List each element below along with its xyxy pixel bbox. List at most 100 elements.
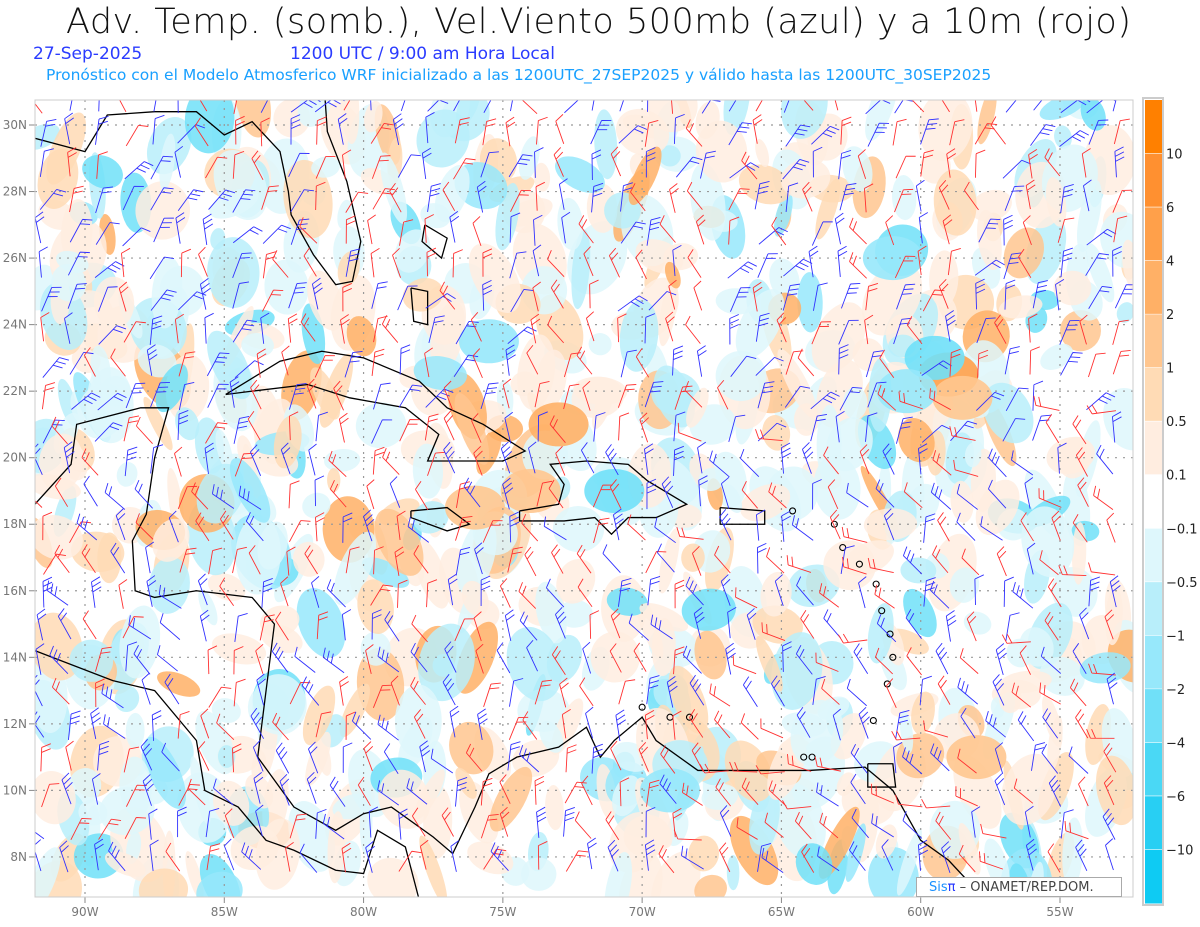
wind-barb-500mb bbox=[345, 248, 361, 277]
wind-barb-500mb bbox=[591, 100, 595, 111]
wind-barb-10m bbox=[819, 812, 839, 839]
advection-blob bbox=[360, 631, 391, 666]
advection-blob bbox=[911, 691, 935, 735]
advection-blob bbox=[681, 543, 705, 572]
island bbox=[886, 630, 894, 638]
wind-barb-10m bbox=[70, 817, 92, 841]
wind-barb-500mb bbox=[482, 279, 493, 311]
wind-barb-10m bbox=[439, 281, 456, 310]
wind-barb-500mb bbox=[696, 345, 707, 377]
wind-barb-10m bbox=[536, 480, 553, 507]
advection-blob bbox=[1053, 270, 1092, 306]
advection-blob bbox=[933, 169, 977, 236]
wind-barb-10m bbox=[677, 422, 702, 442]
wind-barb-10m bbox=[618, 679, 636, 705]
wind-barb-500mb bbox=[149, 315, 163, 345]
wind-barb-10m bbox=[453, 158, 476, 180]
advection-blob bbox=[949, 567, 980, 603]
wind-barb-500mb bbox=[145, 541, 155, 574]
wind-barb-10m bbox=[815, 652, 839, 672]
wind-barb-500mb bbox=[628, 613, 649, 641]
wind-barb-500mb bbox=[1059, 320, 1080, 345]
advection-blob bbox=[449, 721, 494, 775]
wind-barb-500mb bbox=[315, 411, 328, 442]
wind-barb-10m bbox=[821, 678, 840, 705]
wind-barb-500mb bbox=[681, 845, 704, 870]
wind-barb-10m bbox=[802, 181, 813, 212]
wind-barb-500mb bbox=[206, 352, 230, 377]
wind-barb-500mb bbox=[654, 517, 676, 544]
colorbar-bin bbox=[1145, 795, 1162, 850]
wind-barb-10m bbox=[381, 315, 399, 343]
wind-barb-10m bbox=[898, 391, 923, 410]
lat-label: 22N bbox=[3, 384, 27, 398]
advection-blob bbox=[722, 483, 743, 514]
wind-barb-500mb bbox=[421, 147, 432, 180]
advection-blob bbox=[898, 417, 935, 463]
wind-barb-10m bbox=[646, 779, 660, 807]
wind-barb-500mb bbox=[881, 839, 894, 871]
wind-barb-500mb bbox=[98, 286, 118, 312]
wind-barb-500mb bbox=[742, 676, 758, 707]
wind-barb-500mb bbox=[974, 574, 984, 606]
wind-barb-500mb bbox=[389, 476, 401, 508]
wind-barb-500mb bbox=[709, 450, 730, 478]
wind-barb-500mb bbox=[846, 482, 869, 508]
wind-barb-500mb bbox=[1060, 100, 1091, 114]
wind-barb-10m bbox=[165, 842, 181, 872]
wind-barb-500mb bbox=[1005, 612, 1020, 641]
wind-barb-10m bbox=[874, 584, 895, 609]
wind-barb-500mb bbox=[207, 383, 229, 408]
wind-barb-500mb bbox=[1002, 159, 1031, 179]
wind-barb-10m bbox=[81, 448, 99, 476]
bahamas-andros bbox=[410, 287, 429, 326]
wind-barb-500mb bbox=[974, 259, 1005, 276]
wind-barb-500mb bbox=[1026, 542, 1036, 575]
advection-blob bbox=[196, 871, 243, 897]
wind-barb-10m bbox=[205, 422, 228, 444]
wind-barb-500mb bbox=[1106, 672, 1118, 705]
wind-barb-500mb bbox=[930, 743, 950, 772]
wind-barb-10m bbox=[123, 746, 140, 773]
wind-barb-10m bbox=[1081, 148, 1091, 178]
wind-barb-10m bbox=[499, 578, 511, 608]
lon-label: 65W bbox=[768, 905, 795, 919]
wind-barb-10m bbox=[314, 355, 335, 378]
advection-blob bbox=[557, 600, 593, 628]
wind-barb-500mb bbox=[232, 281, 250, 309]
wind-barb-10m bbox=[766, 547, 785, 574]
wind-barb-500mb bbox=[67, 283, 87, 309]
wind-barb-500mb bbox=[158, 584, 182, 609]
wind-barb-500mb bbox=[480, 151, 499, 178]
wind-barb-500mb bbox=[920, 118, 939, 145]
wind-barb-500mb bbox=[337, 113, 348, 145]
wind-barb-10m bbox=[955, 786, 978, 807]
advection-blob bbox=[762, 415, 791, 451]
wind-barb-500mb bbox=[1068, 746, 1089, 774]
wind-barb-10m bbox=[83, 347, 96, 377]
wind-barb-500mb bbox=[545, 578, 565, 608]
wind-barb-500mb bbox=[849, 841, 866, 871]
lat-label: 8N bbox=[10, 850, 27, 864]
wind-barb-10m bbox=[871, 783, 894, 804]
advection-blob bbox=[184, 100, 235, 154]
wind-barb-500mb bbox=[455, 546, 471, 576]
wind-barb-10m bbox=[582, 380, 591, 411]
wind-barb-500mb bbox=[811, 125, 840, 145]
wind-barb-500mb bbox=[975, 278, 986, 310]
wind-barb-10m bbox=[413, 545, 429, 574]
wind-barb-500mb bbox=[204, 442, 215, 475]
wind-barb-500mb bbox=[883, 508, 895, 541]
wind-barb-10m bbox=[578, 215, 594, 244]
wind-barb-500mb bbox=[647, 575, 661, 606]
wind-barb-500mb bbox=[250, 707, 265, 739]
wind-barb-500mb bbox=[1088, 576, 1100, 607]
wind-barb-500mb bbox=[205, 808, 220, 838]
wind-barb-500mb bbox=[406, 778, 428, 805]
wind-barb-500mb bbox=[425, 112, 435, 144]
advection-blob bbox=[664, 261, 681, 289]
wind-barb-10m bbox=[929, 388, 951, 411]
credit-box: Sisπ – ONAMET/REP.DOM. bbox=[916, 877, 1122, 897]
wind-barb-500mb bbox=[279, 773, 290, 806]
wind-barb-500mb bbox=[425, 388, 454, 408]
